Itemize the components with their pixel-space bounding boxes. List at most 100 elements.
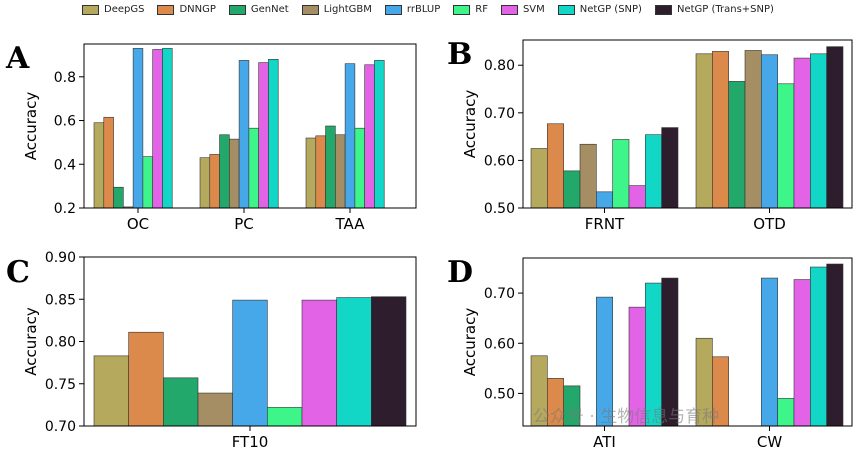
panel-label: D [447, 255, 473, 290]
y-tick-label: 0.50 [484, 201, 515, 217]
bar [268, 59, 279, 209]
bar [777, 83, 795, 209]
legend-label: DNNGP [179, 4, 216, 15]
bar [128, 331, 164, 427]
legend-item: NetGP (SNP) [557, 4, 642, 15]
y-axis-label: Accuracy [461, 308, 479, 377]
x-tick-label: ATI [593, 433, 616, 451]
y-tick-label: 0.90 [45, 250, 76, 266]
bar [305, 137, 317, 209]
bar [810, 266, 827, 427]
legend-item: NetGP (Trans+SNP) [654, 4, 774, 15]
bar [374, 60, 385, 209]
legend-swatch [384, 4, 402, 15]
legend-swatch [500, 4, 518, 15]
bar [229, 138, 240, 209]
bar [93, 355, 129, 427]
y-tick-label: 0.85 [45, 292, 76, 308]
legend-swatch [157, 4, 175, 15]
bar [142, 156, 153, 209]
panel-label: A [5, 41, 30, 76]
plot-frame [83, 43, 417, 209]
bar [530, 148, 548, 209]
y-tick-label: 0.80 [45, 335, 76, 351]
legend-label: DeepGS [104, 4, 145, 15]
y-tick-label: 0.70 [45, 419, 76, 435]
y-tick-label: 0.60 [484, 336, 515, 352]
y-axis-label: Accuracy [22, 92, 40, 161]
bar [596, 191, 613, 209]
bar [315, 135, 326, 209]
y-tick-label: 0.2 [54, 201, 76, 217]
y-tick-label: 0.60 [484, 153, 515, 169]
legend-swatch [228, 4, 246, 15]
y-tick-label: 0.75 [45, 377, 76, 393]
bar [645, 134, 662, 209]
bar [628, 185, 646, 209]
bar [579, 143, 597, 209]
legend-label: SVM [522, 4, 545, 15]
y-tick-label: 0.6 [54, 114, 76, 130]
bar [761, 277, 778, 427]
y-tick-label: 0.4 [54, 157, 76, 173]
bar [826, 46, 844, 209]
bar [336, 297, 372, 427]
bar [219, 134, 230, 209]
bar [132, 48, 144, 209]
panel-label: B [447, 37, 472, 72]
legend-item: GenNet [228, 4, 289, 15]
bar [371, 296, 407, 427]
panel-label: C [6, 255, 30, 290]
x-tick-label: TAA [335, 215, 366, 233]
legend-item: SVM [500, 4, 545, 15]
bar [258, 62, 269, 209]
bar [344, 63, 356, 209]
legend-item: LightGBM [301, 4, 372, 15]
y-tick-label: 0.80 [484, 58, 515, 74]
x-tick-label: CW [757, 433, 782, 451]
bar [761, 54, 778, 209]
legend: DeepGS DNNGP GenNet LightGBM rrBLUP RF SVM NetG… [82, 4, 787, 15]
x-tick-label: OTD [753, 215, 786, 233]
legend-label: GenNet [250, 4, 289, 15]
y-axis-label: Accuracy [22, 307, 40, 376]
x-tick-label: OC [127, 215, 149, 233]
legend-item: RF [453, 4, 488, 15]
legend-label: RF [475, 4, 488, 15]
bar [547, 123, 564, 209]
x-tick-label: FT10 [232, 433, 269, 451]
bar [199, 157, 211, 209]
watermark-text: 公众号 · 生物信息与育种 [533, 407, 720, 427]
bar [777, 398, 795, 427]
bar [209, 154, 220, 209]
bar [335, 134, 346, 209]
plot-frame [522, 39, 853, 209]
legend-label: NetGP (SNP) [579, 4, 642, 15]
bar [712, 51, 729, 209]
bar [826, 263, 844, 427]
bar [354, 127, 365, 209]
bar [113, 186, 124, 209]
bar [325, 125, 336, 209]
x-tick-label: FRNT [585, 215, 625, 233]
plot-frame [522, 257, 853, 427]
bar [93, 122, 105, 209]
bar [152, 49, 163, 209]
bar [197, 392, 233, 427]
bar [810, 53, 827, 209]
bar [163, 377, 199, 427]
legend-swatch [82, 4, 99, 15]
bar [238, 60, 250, 209]
legend-label: NetGP (Trans+SNP) [676, 4, 774, 15]
legend-swatch [453, 4, 471, 15]
y-tick-label: 0.70 [484, 286, 515, 302]
legend-swatch [557, 4, 575, 15]
bar [793, 279, 811, 427]
bar [612, 139, 630, 209]
legend-item: rrBLUP [384, 4, 440, 15]
legend-swatch [301, 4, 319, 15]
legend-label: LightGBM [323, 4, 372, 15]
bar [301, 299, 337, 427]
x-tick-label: PC [234, 215, 254, 233]
